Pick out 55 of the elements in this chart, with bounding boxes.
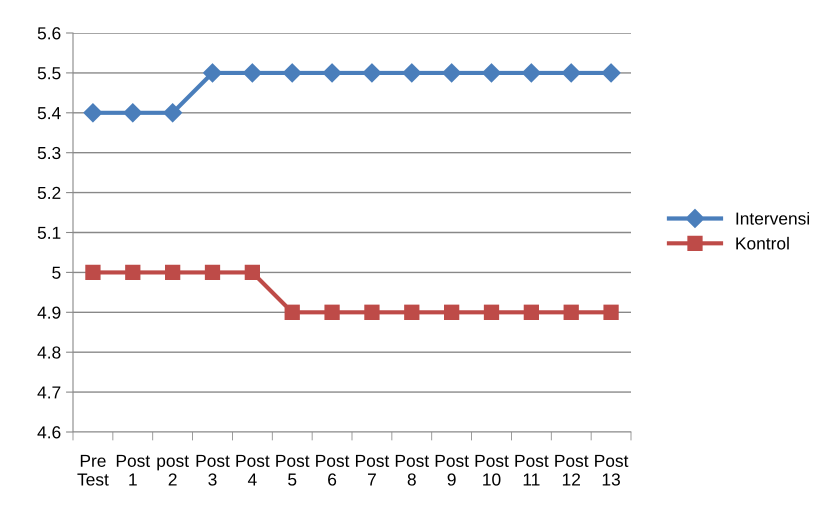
y-tick-label: 4.6 [37, 426, 60, 438]
x-tick-label: Post 3 [196, 454, 230, 486]
x-tick-label: post 2 [157, 456, 189, 486]
point [244, 264, 260, 280]
point [125, 264, 140, 280]
y-tick-label: 5.5 [38, 67, 60, 80]
point [482, 63, 502, 82]
point [324, 304, 340, 320]
point [202, 63, 222, 82]
point [83, 103, 102, 122]
x-tick-label: Post 5 [276, 454, 310, 486]
legend-label: Intervensi [736, 212, 810, 225]
point [442, 63, 462, 82]
point [404, 304, 420, 320]
x-tick-label: Post 8 [396, 454, 430, 486]
y-tick-label: 5.6 [38, 27, 60, 40]
point [564, 304, 579, 320]
point [602, 63, 621, 82]
y-tick-label: 5.2 [38, 186, 60, 200]
point [484, 304, 500, 320]
point [85, 264, 101, 280]
x-tick-label: Post 4 [236, 454, 270, 486]
y-tick-label: 5.3 [38, 146, 60, 160]
point [522, 63, 541, 82]
point [204, 264, 220, 280]
point [322, 63, 342, 82]
x-tick-label: Post 10 [476, 454, 509, 486]
point [603, 304, 619, 320]
legend-label: Kontrol [736, 236, 789, 250]
x-tick-label: Post 1 [116, 454, 150, 486]
point [362, 63, 382, 82]
x-tick-label: Post 13 [595, 454, 628, 486]
point [282, 63, 302, 82]
y-tick-label: 4.9 [37, 306, 60, 319]
point [364, 304, 380, 320]
point [242, 63, 262, 82]
x-tick-label: Post 11 [515, 454, 549, 486]
x-tick-label: Post 12 [555, 454, 588, 486]
y-tick-label: 5.4 [38, 107, 61, 120]
x-tick-label: Pre Test [77, 454, 109, 486]
point [165, 264, 180, 280]
point [524, 304, 539, 320]
x-tick-label: Post 9 [436, 454, 469, 486]
y-tick-label: 4.8 [37, 346, 60, 359]
point [123, 103, 142, 122]
point [163, 103, 182, 122]
y-tick-label: 5 [52, 266, 60, 279]
x-tick-label: Post 7 [356, 454, 390, 486]
point [562, 63, 581, 82]
point [444, 304, 460, 320]
x-tick-label: Post 6 [316, 454, 350, 486]
point [402, 63, 422, 82]
point [284, 304, 300, 320]
y-tick-label: 5.1 [38, 226, 60, 239]
y-tick-label: 4.7 [37, 386, 60, 398]
